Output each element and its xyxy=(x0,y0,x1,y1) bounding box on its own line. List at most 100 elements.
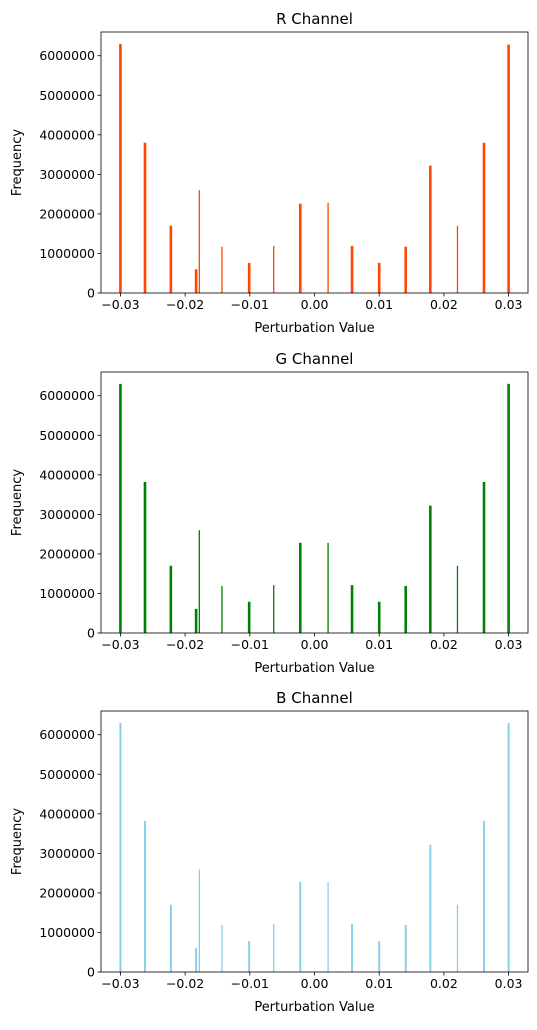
r-bar-15 xyxy=(482,142,486,293)
b-ytick-label-6: 6000000 xyxy=(39,727,95,742)
b-bar-9 xyxy=(327,881,329,972)
r-bar-9 xyxy=(327,202,329,293)
g-ytick-label-2: 2000000 xyxy=(39,546,95,561)
b-xtick-label-4: 0.01 xyxy=(365,976,393,991)
b-xtick-label-5: 0.02 xyxy=(430,976,458,991)
b-xtick-label-3: 0.00 xyxy=(301,976,329,991)
g-xtick-label-5: 0.02 xyxy=(430,637,458,652)
b-bar-12 xyxy=(404,924,407,972)
b-bar-10 xyxy=(351,924,353,972)
r-xtick-label-1: −0.02 xyxy=(166,297,204,312)
g-xtick-label-2: −0.01 xyxy=(231,637,269,652)
b-bar-16 xyxy=(507,722,510,972)
r-xtick-label-2: −0.01 xyxy=(231,297,269,312)
g-ytick-label-5: 5000000 xyxy=(39,428,95,443)
b-axes-frame xyxy=(100,710,529,973)
b-xtick-label-2: −0.01 xyxy=(231,976,269,991)
r-bar-11 xyxy=(377,262,381,293)
g-bar-3 xyxy=(194,608,198,633)
g-x-axis-label: Perturbation Value xyxy=(254,661,374,676)
r-bar-5 xyxy=(221,246,223,293)
g-bar-2 xyxy=(169,565,173,633)
b-ytick-label-0: 0 xyxy=(87,965,95,980)
b-ytick-label-5: 5000000 xyxy=(39,767,95,782)
b-ytick-label-3: 3000000 xyxy=(39,846,95,861)
g-ytick-label-1: 1000000 xyxy=(39,586,95,601)
b-ytick-label-4: 4000000 xyxy=(39,806,95,821)
b-ytick-label-1: 1000000 xyxy=(39,925,95,940)
b-xtick-label-1: −0.02 xyxy=(166,976,204,991)
g-ytick-label-3: 3000000 xyxy=(39,507,95,522)
r-channel-panel: −0.03 −0.02 −0.01 0.00 0.01 0.02 0.03 0 1000000 2… xyxy=(10,10,529,336)
g-bar-12 xyxy=(404,585,408,633)
b-x-axis-label: Perturbation Value xyxy=(254,1000,374,1015)
r-bar-2 xyxy=(169,225,173,293)
b-xtick-label-0: −0.03 xyxy=(101,976,139,991)
r-bar-0 xyxy=(119,43,122,293)
r-chart-title: R Channel xyxy=(276,10,353,28)
g-xtick-label-1: −0.02 xyxy=(166,637,204,652)
r-bar-14 xyxy=(456,225,459,293)
b-bar-15 xyxy=(483,820,485,972)
g-bar-0 xyxy=(119,383,122,633)
r-bar-16 xyxy=(507,44,510,294)
r-ytick-label-4: 4000000 xyxy=(39,127,95,142)
r-axes-frame xyxy=(100,31,529,294)
r-xtick-label-4: 0.01 xyxy=(365,297,393,312)
r-ytick-label-6: 6000000 xyxy=(39,48,95,63)
g-bar-15 xyxy=(482,481,486,633)
g-ytick-label-4: 4000000 xyxy=(39,467,95,482)
g-bar-9 xyxy=(327,542,329,633)
r-bar-10 xyxy=(350,245,354,293)
g-bar-16 xyxy=(507,383,510,633)
r-ytick-label-5: 5000000 xyxy=(39,88,95,103)
g-bar-1 xyxy=(143,481,147,633)
r-bar-4 xyxy=(198,190,200,293)
r-ytick-label-0: 0 xyxy=(87,286,95,301)
g-xtick-label-4: 0.01 xyxy=(365,637,393,652)
r-bar-6 xyxy=(247,262,251,293)
r-xtick-label-0: −0.03 xyxy=(101,297,139,312)
b-bar-1 xyxy=(144,820,146,972)
g-ytick-label-0: 0 xyxy=(87,626,95,641)
r-ytick-label-3: 3000000 xyxy=(39,167,95,182)
r-ytick-label-2: 2000000 xyxy=(39,206,95,221)
g-bar-11 xyxy=(377,601,381,633)
g-bar-8 xyxy=(298,542,302,633)
r-bar-7 xyxy=(273,245,275,293)
r-bar-8 xyxy=(298,203,302,293)
b-channel-panel: −0.03 −0.02 −0.01 0.00 0.01 0.02 0.03 0 1000000 2… xyxy=(10,689,529,1015)
b-bar-14 xyxy=(456,904,459,972)
r-ytick-label-1: 1000000 xyxy=(39,246,95,261)
r-xtick-label-3: 0.00 xyxy=(301,297,329,312)
g-axes-frame xyxy=(100,371,529,634)
r-xtick-label-6: 0.03 xyxy=(495,297,523,312)
r-bar-12 xyxy=(404,246,408,293)
b-bar-7 xyxy=(273,924,275,972)
r-x-axis-label: Perturbation Value xyxy=(254,321,374,336)
g-xtick-label-3: 0.00 xyxy=(301,637,329,652)
b-bar-6 xyxy=(248,941,251,972)
b-bar-4 xyxy=(198,869,200,972)
g-chart-title: G Channel xyxy=(276,350,354,368)
r-xtick-label-5: 0.02 xyxy=(430,297,458,312)
b-bar-11 xyxy=(378,941,381,972)
g-ytick-label-6: 6000000 xyxy=(39,388,95,403)
r-bar-1 xyxy=(143,142,147,293)
b-xtick-label-6: 0.03 xyxy=(495,976,523,991)
g-xtick-label-6: 0.03 xyxy=(495,637,523,652)
r-bar-3 xyxy=(194,269,198,293)
g-xtick-label-0: −0.03 xyxy=(101,637,139,652)
b-bar-0 xyxy=(119,722,122,972)
b-chart-title: B Channel xyxy=(276,689,353,707)
g-bar-5 xyxy=(221,585,223,633)
g-bar-6 xyxy=(247,601,251,633)
b-bar-3 xyxy=(195,947,198,972)
g-bar-7 xyxy=(273,585,275,633)
b-y-axis-label: Frequency xyxy=(10,808,25,875)
r-bar-13 xyxy=(429,165,432,293)
b-ytick-label-2: 2000000 xyxy=(39,885,95,900)
g-bar-14 xyxy=(456,565,459,633)
